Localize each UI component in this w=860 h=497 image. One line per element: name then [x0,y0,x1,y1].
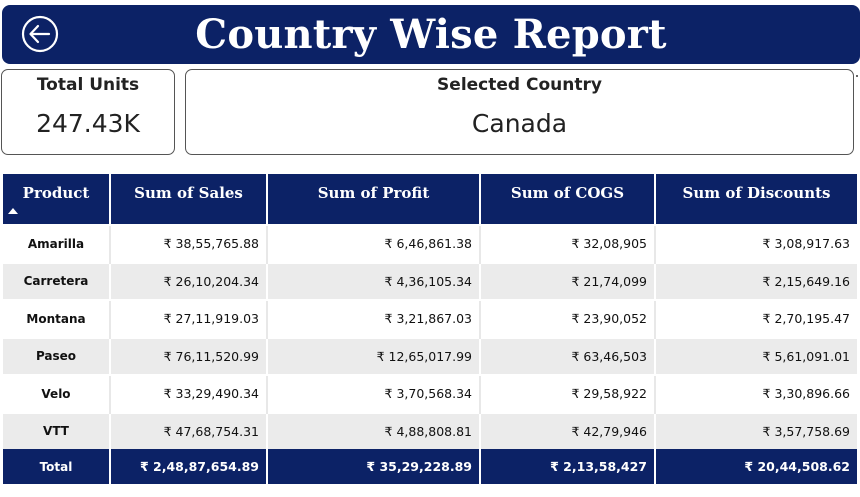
table-row[interactable]: Paseo ₹ 76,11,520.99 ₹ 12,65,017.99 ₹ 63… [3,336,857,375]
cogs-cell: ₹ 63,46,503 [479,336,655,375]
total-sales-cell: ₹ 2,48,87,654.89 [109,449,267,484]
product-cell: Velo [3,374,110,413]
product-cell: Carretera [3,261,110,300]
total-units-label: Total Units [36,75,140,95]
discounts-cell: ₹ 3,30,896.66 [654,374,857,413]
sort-ascending-icon[interactable] [8,208,18,214]
total-label-cell: Total [3,449,110,484]
sales-cell: ₹ 38,55,765.88 [109,224,267,263]
discounts-cell: ₹ 2,15,649.16 [654,261,857,300]
column-header-product[interactable]: Product [3,174,110,225]
profit-cell: ₹ 6,46,861.38 [266,224,480,263]
product-cell: Amarilla [3,224,110,263]
cogs-cell: ₹ 29,58,922 [479,374,655,413]
table-row[interactable]: Carretera ₹ 26,10,204.34 ₹ 4,36,105.34 ₹… [3,261,857,300]
discounts-cell: ₹ 5,61,091.01 [654,336,857,375]
sales-cell: ₹ 33,29,490.34 [109,374,267,413]
table-row[interactable]: Velo ₹ 33,29,490.34 ₹ 3,70,568.34 ₹ 29,5… [3,374,857,413]
total-units-card: Total Units 247.43K [1,69,175,155]
total-cogs-cell: ₹ 2,13,58,427 [479,449,655,484]
discounts-cell: ₹ 3,57,758.69 [654,411,857,449]
sales-cell: ₹ 26,10,204.34 [109,261,267,300]
back-arrow-icon[interactable] [21,15,59,53]
product-cell: VTT [3,411,110,449]
report-table: Product Sum of Sales Sum of Profit Sum o… [3,174,857,484]
profit-cell: ₹ 4,36,105.34 [266,261,480,300]
column-header-label: Sum of Profit [317,184,430,202]
table-header-row: Product Sum of Sales Sum of Profit Sum o… [3,174,857,225]
cogs-cell: ₹ 21,74,099 [479,261,655,300]
total-units-value: 247.43K [36,109,140,138]
table-row[interactable]: Montana ₹ 27,11,919.03 ₹ 3,21,867.03 ₹ 2… [3,299,857,338]
cogs-cell: ₹ 42,79,946 [479,411,655,449]
column-header-profit[interactable]: Sum of Profit [266,174,480,225]
column-header-cogs[interactable]: Sum of COGS [479,174,655,225]
column-header-label: Sum of Sales [134,184,243,202]
product-cell: Paseo [3,336,110,375]
cogs-cell: ₹ 23,90,052 [479,299,655,338]
table-row[interactable]: VTT ₹ 47,68,754.31 ₹ 4,88,808.81 ₹ 42,79… [3,411,857,449]
column-header-label: Sum of Discounts [682,184,831,202]
total-discounts-cell: ₹ 20,44,508.62 [654,449,857,484]
column-header-sales[interactable]: Sum of Sales [109,174,267,225]
selected-country-label: Selected Country [437,75,602,95]
column-header-label: Sum of COGS [510,184,625,202]
discounts-cell: ₹ 3,08,917.63 [654,224,857,263]
column-header-label: Product [22,184,90,202]
profit-cell: ₹ 4,88,808.81 [266,411,480,449]
column-header-discounts[interactable]: Sum of Discounts [654,174,857,225]
sales-cell: ₹ 47,68,754.31 [109,411,267,449]
cogs-cell: ₹ 32,08,905 [479,224,655,263]
profit-cell: ₹ 3,21,867.03 [266,299,480,338]
discounts-cell: ₹ 2,70,195.47 [654,299,857,338]
header-bar: Country Wise Report [2,5,860,64]
table-row[interactable]: Amarilla ₹ 38,55,765.88 ₹ 6,46,861.38 ₹ … [3,224,857,263]
selected-country-card: Selected Country Canada [185,69,854,155]
page-title: Country Wise Report [195,11,667,58]
sales-cell: ₹ 27,11,919.03 [109,299,267,338]
corner-dot [856,75,858,77]
product-cell: Montana [3,299,110,338]
sales-cell: ₹ 76,11,520.99 [109,336,267,375]
selected-country-value: Canada [471,109,568,138]
profit-cell: ₹ 3,70,568.34 [266,374,480,413]
table-total-row: Total ₹ 2,48,87,654.89 ₹ 35,29,228.89 ₹ … [3,449,857,484]
profit-cell: ₹ 12,65,017.99 [266,336,480,375]
total-profit-cell: ₹ 35,29,228.89 [266,449,480,484]
